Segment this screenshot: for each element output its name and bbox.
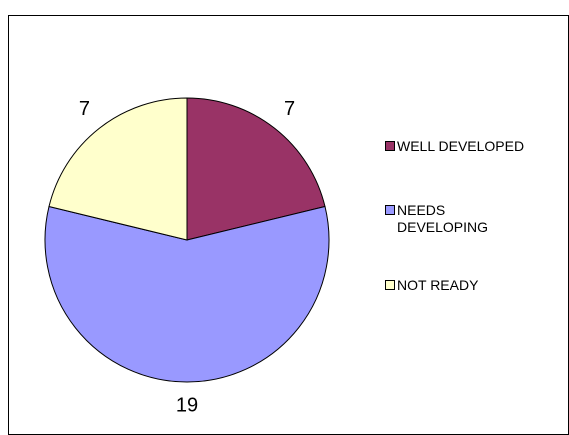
data-label: 7 [79, 98, 90, 120]
legend-label: WELL DEVELOPED [397, 138, 525, 154]
legend-swatch [385, 205, 395, 215]
legend-swatch [385, 280, 395, 290]
legend-item: WELL DEVELOPED [385, 138, 527, 155]
pie-slice [44, 205, 330, 383]
pie-slice [186, 97, 326, 241]
pie-slice [48, 97, 188, 241]
legend-swatch [385, 141, 395, 151]
data-label: 19 [176, 394, 198, 416]
legend-item: NEEDS DEVELOPING [385, 202, 527, 236]
legend-label: NOT READY [397, 277, 479, 293]
legend-label: NEEDS DEVELOPING [397, 202, 489, 235]
data-label: 7 [284, 98, 295, 120]
legend-item: NOT READY [385, 277, 527, 294]
